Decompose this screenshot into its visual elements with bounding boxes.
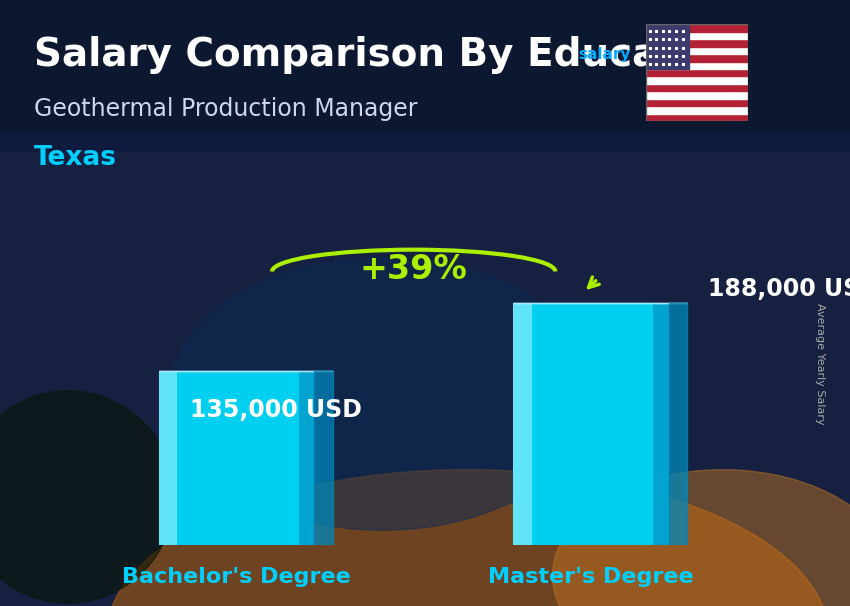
Ellipse shape bbox=[106, 470, 829, 606]
Bar bbox=[159, 371, 314, 545]
Ellipse shape bbox=[170, 258, 595, 530]
Text: 135,000 USD: 135,000 USD bbox=[190, 398, 362, 422]
Polygon shape bbox=[314, 371, 333, 545]
Bar bbox=[646, 76, 748, 84]
Bar bbox=[646, 84, 748, 92]
Text: .com: .com bbox=[707, 47, 748, 62]
Bar bbox=[646, 62, 748, 69]
Bar bbox=[646, 24, 748, 32]
Bar bbox=[646, 69, 748, 76]
Text: +39%: +39% bbox=[360, 253, 468, 286]
Bar bbox=[646, 32, 748, 39]
Bar bbox=[653, 303, 669, 545]
Text: Average Yearly Salary: Average Yearly Salary bbox=[815, 303, 825, 424]
Ellipse shape bbox=[552, 470, 850, 606]
Bar bbox=[299, 371, 314, 545]
Bar bbox=[513, 303, 669, 545]
Bar bbox=[0, 0, 850, 133]
Bar bbox=[646, 24, 688, 69]
Text: 188,000 USD: 188,000 USD bbox=[707, 276, 850, 301]
Bar bbox=[0, 152, 850, 606]
Text: explorer: explorer bbox=[642, 47, 714, 62]
Ellipse shape bbox=[0, 391, 174, 603]
Bar bbox=[646, 54, 748, 62]
Bar bbox=[646, 92, 748, 99]
Bar bbox=[646, 99, 748, 106]
Text: salary: salary bbox=[578, 47, 631, 62]
Polygon shape bbox=[669, 303, 688, 545]
Bar bbox=[646, 47, 748, 54]
Bar bbox=[646, 114, 748, 121]
Bar bbox=[513, 303, 531, 545]
Text: Geothermal Production Manager: Geothermal Production Manager bbox=[34, 97, 417, 121]
Text: Texas: Texas bbox=[34, 145, 117, 170]
Bar bbox=[159, 371, 178, 545]
Bar bbox=[646, 39, 748, 47]
Text: Salary Comparison By Education: Salary Comparison By Education bbox=[34, 36, 745, 73]
Bar bbox=[646, 106, 748, 114]
